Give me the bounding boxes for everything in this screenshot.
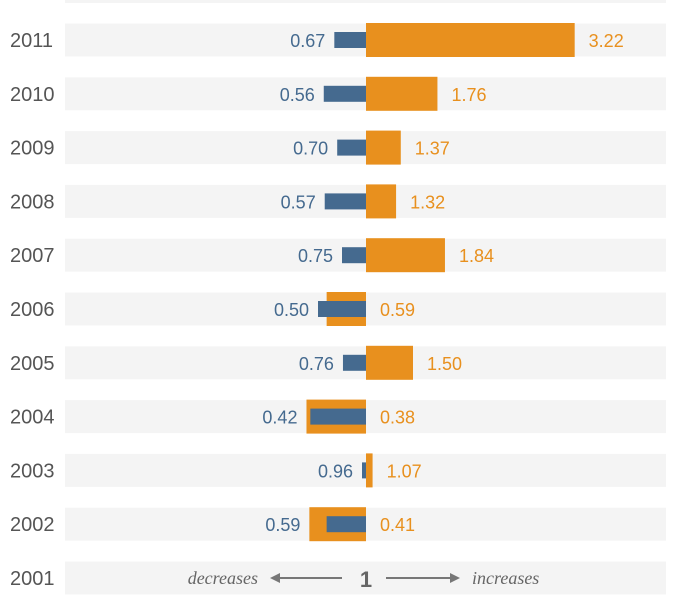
orange-value-label: 0.59 [380,300,415,320]
orange-value-label: 3.22 [589,31,624,51]
orange-value-label: 1.32 [410,192,445,212]
blue-value-label: 0.42 [262,408,297,428]
orange-bar [366,238,445,273]
baseline-label: 1 [360,567,372,592]
orange-value-label: 1.37 [415,139,450,159]
blue-bar [337,139,366,156]
blue-bar [342,247,366,264]
blue-bar [342,354,366,371]
blue-value-label: 0.59 [265,515,300,535]
row-band [65,561,666,595]
year-label: 2009 [10,138,55,160]
year-labels: 2011 2010 2009 2008 2007 2006 2005 2004 2003 2002… [10,30,55,590]
orange-value-label: 1.76 [451,85,486,105]
blue-bar [323,85,366,102]
value-labels: 0.67 3.22 0.56 1.76 0.70 1.37 0.57 1.32 0.75 1.84… [262,31,623,535]
blue-value-label: 0.70 [293,139,328,159]
orange-value-label: 1.50 [427,354,462,374]
orange-value-label: 0.38 [380,408,415,428]
orange-bar [366,76,438,111]
orange-value-label: 1.07 [387,461,422,481]
row-band-top-partial [65,0,666,3]
blue-value-label: 0.56 [280,85,315,105]
orange-value-label: 0.41 [380,515,415,535]
blue-value-label: 0.50 [274,300,309,320]
blue-value-label: 0.75 [298,246,333,266]
direction-footer: decreases 1 increases [188,567,540,592]
blue-bar [310,408,366,425]
blue-bar [324,193,366,210]
blue-value-label: 0.67 [290,31,325,51]
year-label: 2005 [10,353,55,375]
year-label: 2003 [10,460,55,482]
orange-bar [366,130,401,165]
year-label: 2011 [10,30,53,52]
year-label: 2007 [10,245,55,267]
left-arrow-icon [270,573,280,583]
orange-bar [366,184,397,219]
orange-bar [366,23,575,57]
blue-value-label: 0.57 [281,192,316,212]
year-label: 2010 [10,84,55,106]
orange-value-label: 1.84 [459,246,494,266]
year-label: 2002 [10,514,55,536]
blue-value-label: 0.96 [318,461,353,481]
orange-bar [366,453,373,488]
blue-bar [326,516,366,533]
blue-bar [362,462,366,479]
decreases-label: decreases [188,568,258,588]
blue-bar [318,301,366,317]
year-label: 2008 [10,191,55,213]
orange-bar [366,345,413,380]
increases-label: increases [472,568,539,588]
year-label: 2004 [10,407,55,429]
right-arrow-icon [450,573,460,583]
blue-bar [334,32,366,48]
year-label: 2006 [10,299,55,321]
blue-value-label: 0.76 [299,354,334,374]
year-label: 2001 [10,568,55,590]
blue-bars [310,32,366,533]
